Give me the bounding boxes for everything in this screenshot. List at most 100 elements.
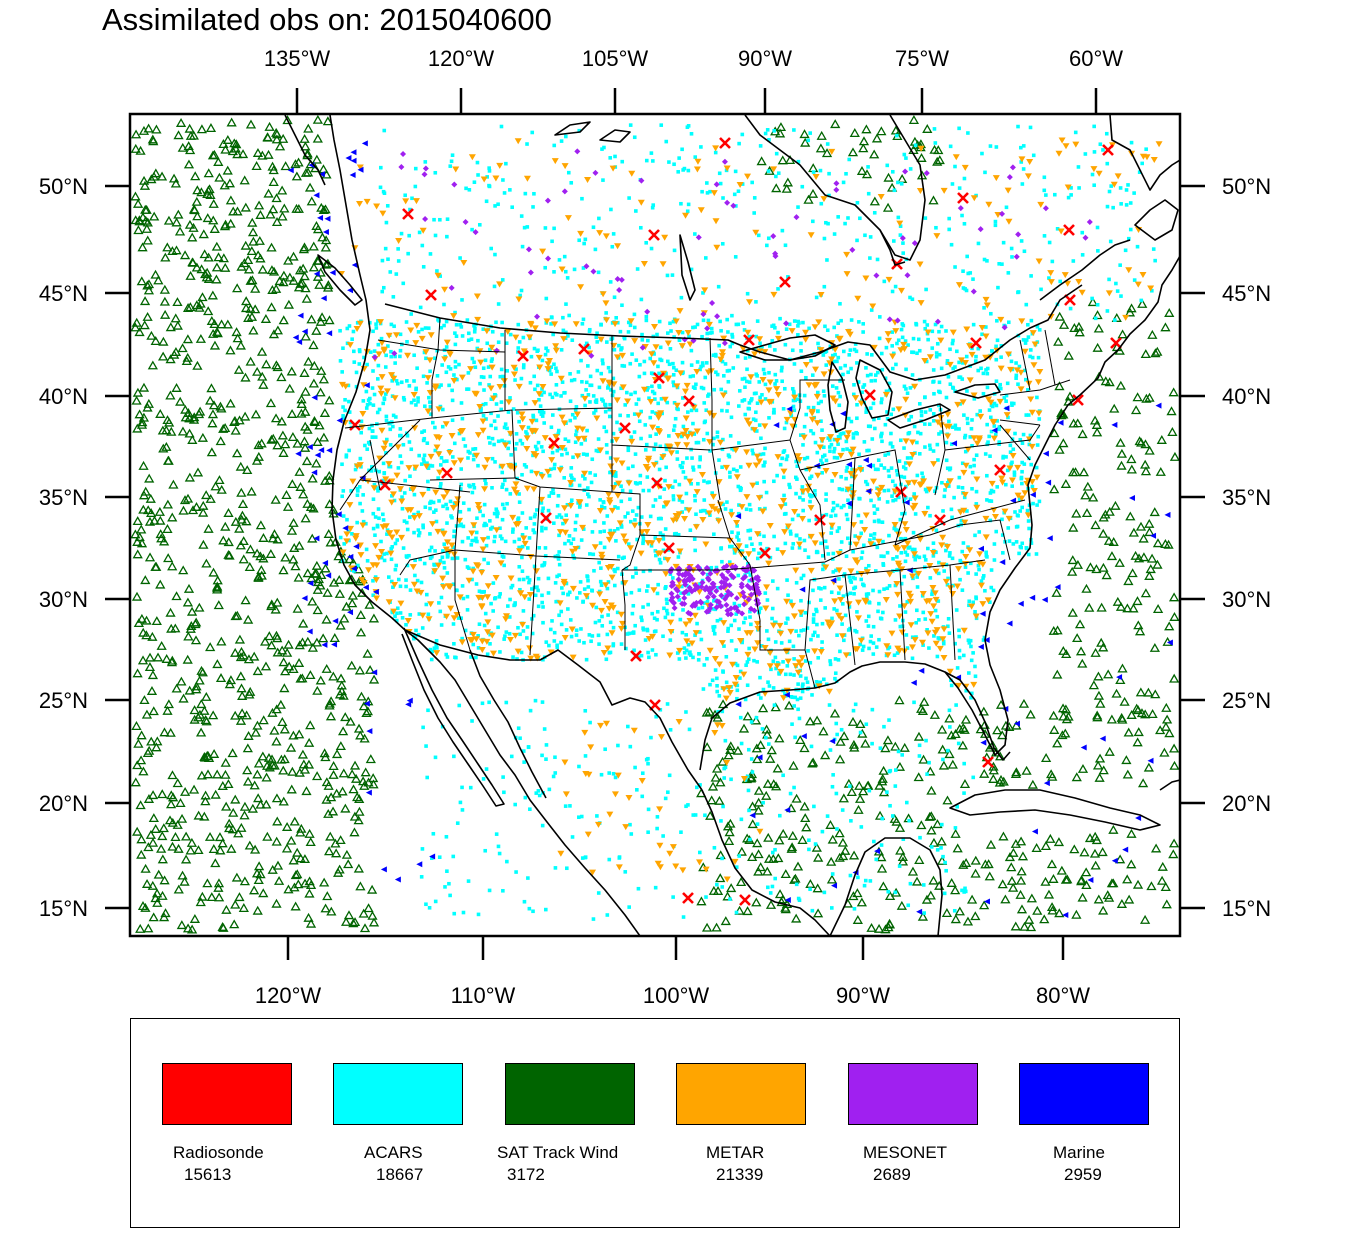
acars-marker [715, 882, 719, 887]
acars-marker [373, 435, 378, 439]
acars-marker [517, 545, 521, 550]
acars-marker [712, 436, 716, 441]
acars-marker [467, 188, 472, 192]
sat-track-wind-marker [1067, 607, 1078, 617]
sat-track-wind-marker [1088, 680, 1100, 690]
sat-track-wind-marker [1126, 828, 1137, 838]
acars-marker [945, 359, 950, 363]
sat-track-wind-marker [301, 456, 313, 466]
acars-marker [1092, 124, 1096, 129]
acars-marker [758, 675, 762, 680]
acars-marker [947, 216, 951, 221]
acars-marker [894, 469, 899, 473]
acars-marker [341, 489, 346, 493]
acars-marker [992, 558, 997, 562]
acars-marker [632, 325, 637, 330]
acars-marker [1019, 545, 1023, 550]
acars-marker [903, 466, 908, 471]
sat-track-wind-marker [799, 129, 810, 139]
acars-marker [691, 374, 696, 378]
sat-track-wind-marker [877, 773, 888, 783]
acars-marker [836, 658, 841, 662]
acars-marker [734, 612, 738, 616]
sat-track-wind-marker [249, 651, 260, 661]
acars-marker [362, 355, 366, 360]
sat-track-wind-marker [162, 705, 173, 715]
acars-marker [1140, 161, 1144, 166]
sat-track-wind-marker [130, 529, 141, 539]
acars-marker [365, 447, 370, 452]
acars-marker [846, 216, 850, 220]
acars-marker [715, 430, 720, 435]
acars-marker [906, 546, 911, 550]
acars-marker [569, 466, 574, 470]
acars-marker [721, 670, 725, 674]
acars-marker [937, 329, 941, 334]
sat-track-wind-marker [229, 138, 240, 148]
acars-marker [600, 397, 604, 402]
acars-marker [667, 160, 671, 164]
acars-marker [630, 352, 634, 356]
acars-marker [866, 165, 870, 169]
acars-marker [856, 513, 861, 518]
acars-marker [672, 248, 677, 253]
acars-marker [435, 348, 439, 353]
acars-marker [816, 634, 820, 638]
sat-track-wind-marker [1157, 861, 1168, 871]
acars-marker [737, 854, 742, 858]
acars-marker [477, 622, 482, 627]
acars-marker [1016, 124, 1020, 129]
acars-marker [818, 168, 823, 173]
sat-track-wind-marker [847, 716, 859, 726]
acars-marker [896, 215, 901, 220]
sat-track-wind-marker [280, 439, 291, 449]
acars-marker [990, 349, 994, 353]
sat-track-wind-marker [852, 888, 863, 898]
acars-marker [376, 507, 381, 511]
acars-marker [827, 193, 831, 198]
acars-marker [434, 638, 439, 643]
acars-marker [976, 241, 981, 246]
acars-marker [432, 510, 436, 514]
acars-marker [502, 191, 507, 195]
sat-track-wind-marker [320, 752, 331, 762]
acars-marker [496, 625, 500, 630]
acars-marker [757, 423, 762, 427]
acars-marker [985, 371, 990, 376]
sat-track-wind-marker [165, 799, 177, 809]
acars-marker [702, 420, 707, 425]
sat-track-wind-marker [883, 172, 894, 182]
acars-marker [665, 608, 669, 613]
acars-marker [543, 352, 548, 357]
sat-track-wind-marker [296, 398, 307, 408]
sat-track-wind-marker [255, 551, 266, 561]
acars-marker [1034, 465, 1039, 470]
acars-marker [864, 479, 868, 484]
sat-track-wind-marker [304, 737, 315, 747]
acars-marker [672, 365, 676, 370]
sat-track-wind-marker [193, 810, 204, 820]
acars-marker [469, 655, 473, 659]
sat-track-wind-marker [880, 743, 891, 753]
acars-marker [903, 536, 908, 541]
acars-marker [767, 344, 772, 348]
acars-marker [421, 457, 426, 461]
sat-track-wind-marker [970, 855, 981, 865]
sat-track-wind-marker [163, 455, 174, 465]
sat-track-wind-marker [995, 699, 1007, 709]
acars-marker [921, 643, 925, 647]
sat-track-wind-marker [205, 642, 216, 652]
acars-marker [892, 653, 897, 658]
acars-marker [588, 471, 592, 475]
acars-marker [686, 168, 691, 173]
acars-marker [517, 340, 522, 344]
sat-track-wind-marker [830, 119, 841, 129]
sat-track-wind-marker [208, 400, 220, 410]
acars-marker [425, 461, 429, 465]
acars-marker [879, 554, 884, 558]
acars-marker [917, 348, 922, 353]
acars-marker [940, 480, 944, 485]
acars-marker [637, 588, 642, 592]
sat-track-wind-marker [854, 780, 865, 790]
sat-track-wind-marker [236, 514, 247, 524]
